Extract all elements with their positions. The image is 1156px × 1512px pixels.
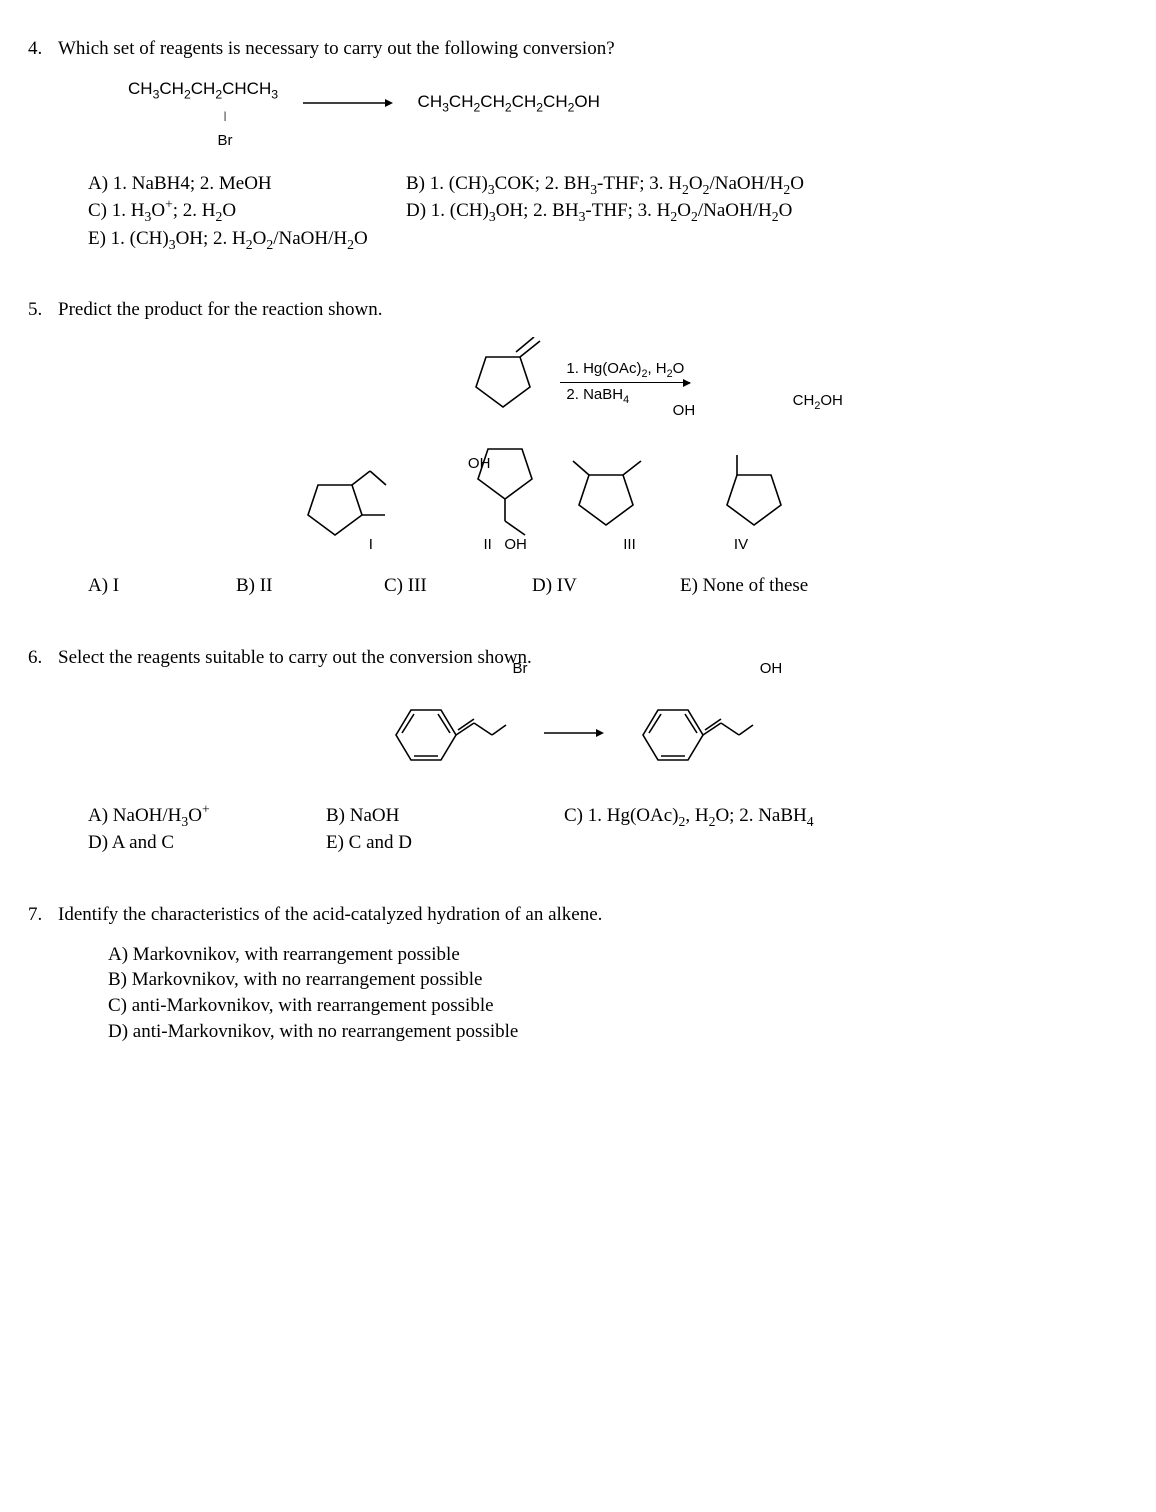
question-5: 5. Predict the product for the reaction … bbox=[28, 297, 1128, 599]
product-structure-icon bbox=[613, 685, 763, 785]
option-b: B) II bbox=[236, 573, 376, 599]
option-b: B) 1. (CH)3COK; 2. BH3-THF; 3. H2O2/NaOH… bbox=[406, 171, 804, 197]
reagent-bottom: 2. NaBH4 bbox=[560, 383, 690, 405]
label-oh: OH bbox=[468, 455, 491, 472]
question-6: 6. Select the reagents suitable to carry… bbox=[28, 645, 1128, 856]
question-number: 5. bbox=[28, 297, 58, 323]
option-c: C) 1. Hg(OAc)2, H2O; 2. NaBH4 bbox=[564, 803, 814, 829]
option-d: D) IV bbox=[532, 573, 672, 599]
option-a: A) NaOH/H3O+ bbox=[88, 803, 318, 829]
answer-options: A) I B) II C) III D) IV E) None of these bbox=[88, 573, 1128, 599]
option-b: B) NaOH bbox=[326, 803, 556, 829]
question-prompt: Which set of reagents is necessary to ca… bbox=[58, 36, 1128, 62]
reagent-top: 1. Hg(OAc)2, H2O bbox=[560, 359, 690, 382]
answer-options: A) Markovnikov, with rearrangement possi… bbox=[108, 942, 1128, 1045]
reactant-formula: CH3CH2CH2CHCH3 bbox=[128, 79, 278, 98]
option-a: A) I bbox=[88, 573, 228, 599]
question-number: 7. bbox=[28, 902, 58, 928]
question-prompt: Identify the characteristics of the acid… bbox=[58, 902, 1128, 928]
option-d: D) A and C bbox=[88, 830, 318, 856]
option-c: C) 1. H3O+; 2. H2O bbox=[88, 198, 398, 224]
product-choices: OH I II OH OH III bbox=[28, 439, 1128, 555]
question-4: 4. Which set of reagents is necessary to… bbox=[28, 36, 1128, 251]
reaction-scheme: Br OH bbox=[28, 685, 1128, 785]
option-b: B) Markovnikov, with no rearrangement po… bbox=[108, 967, 1128, 993]
question-number: 4. bbox=[28, 36, 58, 62]
reactant-structure-icon bbox=[458, 337, 548, 427]
question-7: 7. Identify the characteristics of the a… bbox=[28, 902, 1128, 1044]
option-e: E) 1. (CH)3OH; 2. H2O2/NaOH/H2O bbox=[88, 226, 368, 252]
product-formula: CH3CH2CH2CH2CH2OH bbox=[418, 91, 600, 114]
reaction-scheme: CH3CH2CH2CHCH3 | Br CH3CH2CH2CH2CH2OH bbox=[128, 76, 1128, 153]
arrow-icon bbox=[544, 720, 604, 746]
question-number: 6. bbox=[28, 645, 58, 671]
option-e: E) C and D bbox=[326, 830, 412, 856]
label-ch2oh: CH2OH bbox=[793, 392, 843, 409]
label-br: Br bbox=[513, 660, 528, 677]
structure-I-icon bbox=[297, 465, 417, 555]
label-II: II bbox=[483, 536, 491, 553]
question-prompt: Predict the product for the reaction sho… bbox=[58, 297, 1128, 323]
reagent-arrow: 1. Hg(OAc)2, H2O 2. NaBH4 bbox=[560, 359, 690, 405]
reactant-structure-icon bbox=[366, 685, 516, 785]
arrow-icon bbox=[303, 89, 393, 115]
label-oh: OH bbox=[760, 660, 783, 677]
label-oh: OH bbox=[504, 536, 527, 553]
label-oh: OH bbox=[673, 402, 696, 419]
structure-IV-icon bbox=[714, 447, 804, 547]
option-d: D) anti-Markovnikov, with no rearrangeme… bbox=[108, 1019, 1128, 1045]
option-a: A) 1. NaBH4; 2. MeOH bbox=[88, 171, 398, 197]
option-a: A) Markovnikov, with rearrangement possi… bbox=[108, 942, 1128, 968]
option-c: C) III bbox=[384, 573, 524, 599]
answer-options: A) 1. NaBH4; 2. MeOH B) 1. (CH)3COK; 2. … bbox=[88, 171, 1128, 252]
question-prompt: Select the reagents suitable to carry ou… bbox=[58, 645, 1128, 671]
answer-options: A) NaOH/H3O+ B) NaOH C) 1. Hg(OAc)2, H2O… bbox=[88, 803, 1128, 856]
option-c: C) anti-Markovnikov, with rearrangement … bbox=[108, 993, 1128, 1019]
option-e: E) None of these bbox=[680, 573, 808, 599]
reactant-substituent: Br bbox=[218, 132, 233, 149]
structure-III-icon bbox=[566, 447, 666, 547]
reaction-scheme: 1. Hg(OAc)2, H2O 2. NaBH4 bbox=[28, 337, 1128, 427]
option-d: D) 1. (CH)3OH; 2. BH3-THF; 3. H2O2/NaOH/… bbox=[406, 198, 792, 224]
